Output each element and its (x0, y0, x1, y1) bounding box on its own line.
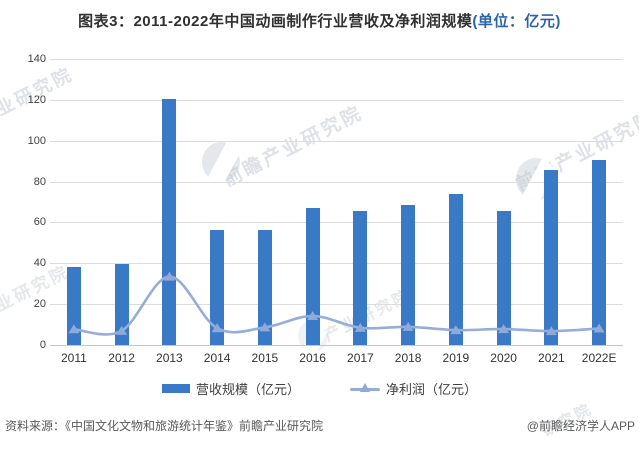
gridline (50, 263, 623, 265)
x-tick-label-2016: 2016 (299, 351, 326, 365)
x-axis-line (50, 345, 623, 346)
bar-2019 (448, 193, 463, 345)
legend-item-revenue: 营收规模（亿元） (161, 379, 300, 398)
x-tick-label-2014: 2014 (203, 351, 231, 365)
x-tick-label-2019: 2019 (442, 351, 470, 365)
x-tick-label-2020: 2020 (490, 351, 517, 365)
profit-line-swatch-icon (350, 382, 380, 395)
x-tick-label-2022E: 2022E (581, 351, 617, 365)
marker-2013 (163, 271, 175, 281)
data-source-text: 资料来源：《中国文化文物和旅游统计年鉴》前瞻产业研究院 (5, 419, 324, 433)
y-tick-label: 60 (33, 216, 46, 229)
x-tick-label-2013: 2013 (156, 351, 183, 365)
marker-2021 (545, 326, 557, 336)
x-tick-label-2017: 2017 (347, 351, 374, 365)
bar-2018 (401, 204, 416, 345)
gridline (50, 304, 623, 306)
bar-2014 (210, 229, 225, 345)
y-tick-label: 100 (27, 134, 46, 147)
y-tick-label: 120 (27, 93, 46, 106)
x-tick-label-2012: 2012 (108, 351, 135, 365)
legend-label-revenue: 营收规模（亿元） (195, 382, 300, 397)
marker-2018 (402, 321, 414, 331)
chart-title-unit: (单位：亿元) (472, 13, 561, 30)
marker-2022E (593, 323, 605, 333)
bar-2013 (162, 99, 177, 345)
marker-2011 (68, 324, 80, 334)
chart-title: 图表3：2011-2022年中国动画制作行业营收及净利润规模(单位：亿元) (0, 10, 639, 31)
gridline (50, 181, 623, 183)
bar-2020 (496, 210, 511, 345)
y-tick-label: 0 (39, 339, 46, 351)
marker-2020 (498, 324, 510, 334)
legend: 营收规模（亿元） 净利润（亿元） (0, 379, 639, 398)
marker-2014 (211, 323, 223, 333)
bar-2022E (592, 160, 607, 345)
marker-2015 (259, 322, 271, 332)
credit-text: @前瞻经济学人APP (526, 419, 635, 433)
y-tick-label: 20 (33, 298, 46, 311)
net-profit-line (68, 271, 605, 336)
gridline (50, 99, 623, 101)
marker-2012 (116, 325, 128, 335)
x-tick-label-2015: 2015 (251, 351, 279, 365)
x-tick-label-2021: 2021 (538, 351, 565, 365)
x-tick-label-2011: 2011 (60, 351, 87, 365)
chart-title-text: 图表3：2011-2022年中国动画制作行业营收及净利润规模 (78, 13, 473, 30)
gridline (50, 59, 623, 60)
marker-2017 (354, 322, 366, 332)
legend-label-profit: 净利润（亿元） (386, 382, 478, 397)
marker-2016 (307, 310, 319, 320)
plot-area (50, 59, 623, 346)
y-tick-label: 80 (33, 175, 46, 188)
bar-2021 (544, 170, 559, 345)
x-tick-label-2018: 2018 (394, 351, 422, 365)
revenue-bar-swatch-icon (161, 384, 190, 393)
bar-2017 (353, 210, 368, 345)
marker-2019 (450, 325, 462, 335)
bar-2012 (114, 263, 129, 345)
y-tick-label: 140 (27, 53, 46, 65)
bar-2015 (257, 229, 272, 345)
y-tick-label: 40 (33, 257, 46, 270)
bar-2011 (66, 266, 81, 345)
gridline (50, 140, 623, 142)
legend-item-profit: 净利润（亿元） (350, 379, 477, 398)
bar-2016 (305, 208, 320, 345)
gridline (50, 222, 623, 224)
